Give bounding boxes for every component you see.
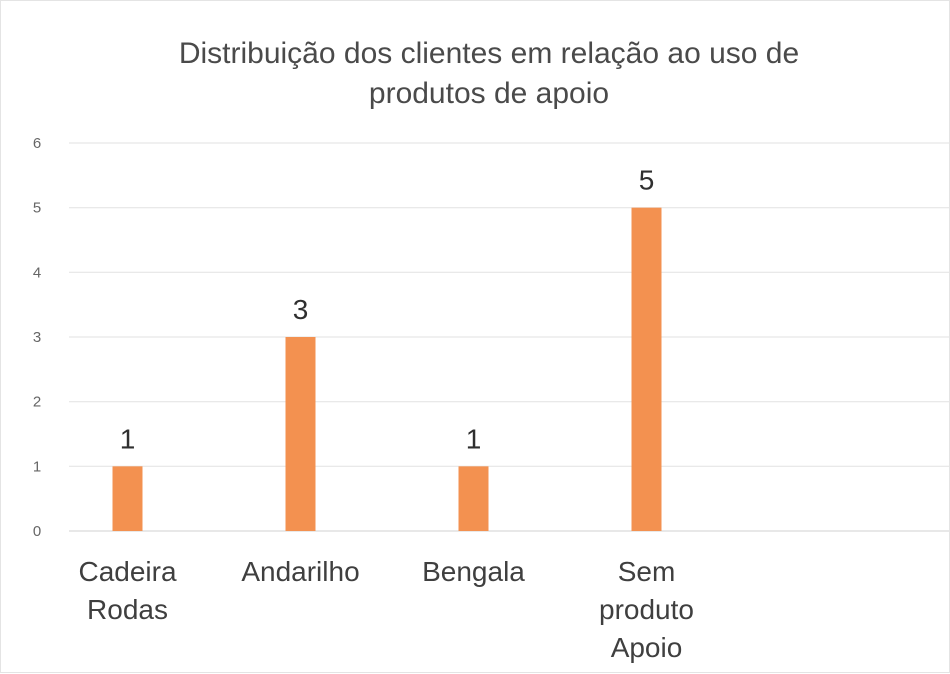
x-tick-label: Andarilho [241,556,359,587]
bar [112,466,143,531]
y-axis-ticks: 0 1 2 3 4 5 6 [33,135,41,540]
x-tick-label: Cadeira [78,556,176,587]
data-label: 1 [466,423,482,454]
y-tick-label: 0 [33,523,41,540]
data-label: 5 [639,165,655,196]
y-tick-label: 1 [33,458,41,475]
x-tick-label: Rodas [87,594,168,625]
x-tick-label: Bengala [422,556,525,587]
x-tick-label: produto [599,594,694,625]
bar [458,466,489,531]
bar [631,207,662,531]
chart-title-line-2: produtos de apoio [369,77,609,110]
data-labels: 1 3 1 5 [120,165,655,455]
y-tick-label: 3 [33,329,41,346]
chart-title-line-1: Distribuição dos clientes em relação ao … [179,37,799,70]
data-label: 1 [120,423,136,454]
x-tick-label: Apoio [611,632,683,663]
x-tick-label: Sem [618,556,676,587]
y-tick-label: 4 [33,264,41,281]
y-tick-label: 5 [33,200,41,217]
data-label: 3 [293,294,309,325]
y-tick-label: 2 [33,394,41,411]
y-tick-label: 6 [33,135,41,152]
bars [112,207,662,531]
x-axis-ticks: Cadeira Rodas Andarilho Bengala Sem produto Ap… [78,556,694,663]
bar [285,337,316,531]
gridlines [69,142,949,532]
